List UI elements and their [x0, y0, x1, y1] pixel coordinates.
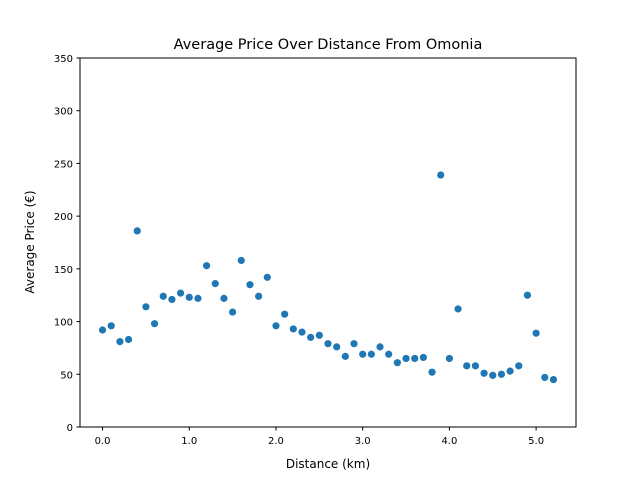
data-point [281, 310, 289, 318]
y-tick-label: 0 [67, 423, 73, 434]
data-point [159, 292, 167, 300]
chart-title: Average Price Over Distance From Omonia [174, 37, 483, 53]
x-tick-label: 1.0 [181, 436, 197, 447]
data-point [116, 338, 124, 346]
data-point [411, 354, 419, 363]
x-tick-label: 4.0 [441, 436, 457, 447]
y-axis-label: Average Price (€) [23, 190, 37, 293]
data-point [203, 262, 211, 270]
data-point [359, 350, 367, 358]
data-point [185, 293, 193, 301]
data-point [324, 340, 332, 348]
data-point [445, 354, 453, 363]
data-point [350, 340, 358, 348]
data-points [98, 171, 558, 384]
data-point [142, 303, 150, 311]
x-tick-label: 3.0 [355, 436, 371, 447]
data-point [463, 362, 471, 370]
data-point [107, 322, 115, 330]
y-tick-label: 200 [54, 212, 73, 223]
x-axis-label: Distance (km) [286, 457, 370, 471]
data-point [428, 368, 436, 376]
data-point [497, 370, 506, 378]
data-point [315, 331, 323, 339]
data-point [385, 350, 393, 358]
data-point [298, 328, 306, 336]
data-point [150, 320, 159, 328]
y-tick-label: 350 [54, 54, 73, 65]
y-tick-label: 50 [60, 370, 73, 381]
y-tick-label: 250 [54, 159, 73, 170]
data-point [489, 371, 497, 379]
data-point [341, 352, 349, 360]
x-tick-label: 0.0 [95, 436, 111, 447]
y-axis: 0 50 100 150 200 250 300 350 [54, 54, 80, 434]
data-point [393, 359, 401, 367]
x-axis: 0.0 1.0 2.0 3.0 4.0 5.0 [95, 427, 544, 447]
y-tick-label: 100 [54, 318, 73, 329]
data-point [515, 362, 523, 370]
data-point [229, 308, 237, 316]
x-tick-label: 2.0 [268, 436, 284, 447]
data-point [541, 373, 549, 382]
data-point [367, 350, 375, 358]
data-point [419, 353, 427, 362]
data-point [133, 227, 141, 235]
data-point [124, 335, 133, 344]
y-tick-label: 300 [54, 107, 73, 118]
data-point [402, 354, 410, 363]
data-point [237, 256, 245, 265]
data-point [220, 294, 228, 302]
data-point [376, 343, 384, 351]
data-point [194, 294, 202, 302]
y-tick-label: 150 [54, 265, 73, 276]
data-point [246, 281, 254, 289]
data-point [176, 289, 185, 297]
data-point [263, 273, 271, 281]
data-point [98, 326, 107, 334]
data-point [289, 325, 297, 333]
data-point [471, 362, 480, 370]
x-tick-label: 5.0 [528, 436, 544, 447]
data-point [168, 295, 176, 304]
data-point [523, 291, 532, 299]
data-point [549, 375, 558, 384]
data-point [211, 280, 219, 288]
data-point [307, 333, 315, 341]
data-point [532, 329, 540, 337]
data-point [272, 322, 280, 330]
data-point [437, 171, 445, 179]
data-point [454, 305, 462, 313]
data-point [480, 369, 488, 377]
data-point [255, 292, 263, 300]
data-point [506, 367, 514, 375]
data-point [333, 343, 341, 351]
plot-area-frame [79, 57, 577, 428]
